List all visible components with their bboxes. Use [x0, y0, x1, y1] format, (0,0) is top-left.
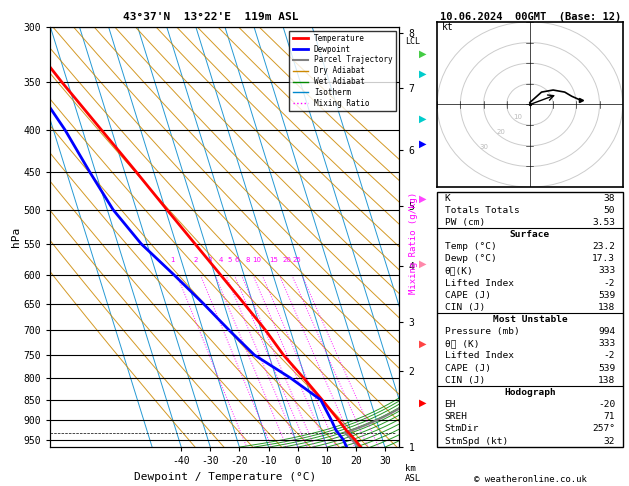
Text: ▶: ▶ — [419, 339, 426, 349]
Text: ▶: ▶ — [419, 259, 426, 269]
Text: km
ASL: km ASL — [404, 464, 421, 484]
Legend: Temperature, Dewpoint, Parcel Trajectory, Dry Adiabat, Wet Adiabat, Isotherm, Mi: Temperature, Dewpoint, Parcel Trajectory… — [289, 31, 396, 111]
Text: -2: -2 — [604, 351, 615, 361]
Text: 10: 10 — [513, 114, 522, 121]
Text: ▶: ▶ — [419, 139, 426, 149]
Text: EH: EH — [445, 400, 456, 409]
Text: CAPE (J): CAPE (J) — [445, 291, 491, 300]
Text: 994: 994 — [598, 327, 615, 336]
Text: 23.2: 23.2 — [593, 242, 615, 251]
Text: Lifted Index: Lifted Index — [445, 351, 513, 361]
Text: Most Unstable: Most Unstable — [493, 315, 567, 324]
Text: ▶: ▶ — [419, 49, 426, 58]
Text: Hodograph: Hodograph — [504, 388, 556, 397]
Text: 10.06.2024  00GMT  (Base: 12): 10.06.2024 00GMT (Base: 12) — [440, 12, 621, 22]
Text: -20: -20 — [598, 400, 615, 409]
Text: 4: 4 — [218, 257, 223, 263]
Text: StmSpd (kt): StmSpd (kt) — [445, 436, 508, 446]
Text: ▶: ▶ — [419, 69, 426, 79]
Text: 539: 539 — [598, 364, 615, 373]
Text: Totals Totals: Totals Totals — [445, 206, 520, 215]
Text: CIN (J): CIN (J) — [445, 303, 485, 312]
Text: 3.53: 3.53 — [593, 218, 615, 227]
Text: 50: 50 — [604, 206, 615, 215]
Y-axis label: hPa: hPa — [11, 227, 21, 247]
Text: 5: 5 — [227, 257, 231, 263]
Text: 539: 539 — [598, 291, 615, 300]
Text: Pressure (mb): Pressure (mb) — [445, 327, 520, 336]
Text: Mixing Ratio (g/kg): Mixing Ratio (g/kg) — [409, 192, 418, 294]
Text: 71: 71 — [604, 412, 615, 421]
Text: 17.3: 17.3 — [593, 254, 615, 263]
Text: 138: 138 — [598, 303, 615, 312]
Text: K: K — [445, 193, 450, 203]
Text: θᴅ(K): θᴅ(K) — [445, 266, 474, 276]
Text: 1: 1 — [170, 257, 174, 263]
Text: 6: 6 — [234, 257, 238, 263]
Text: Dewp (°C): Dewp (°C) — [445, 254, 496, 263]
Text: 333: 333 — [598, 266, 615, 276]
Text: 30: 30 — [480, 144, 489, 150]
Text: CIN (J): CIN (J) — [445, 376, 485, 385]
Text: ▶: ▶ — [419, 114, 426, 124]
Text: kt: kt — [442, 22, 454, 32]
Text: 20: 20 — [496, 129, 506, 135]
Text: Lifted Index: Lifted Index — [445, 278, 513, 288]
Text: Temp (°C): Temp (°C) — [445, 242, 496, 251]
Text: LCL: LCL — [404, 36, 420, 46]
Text: CAPE (J): CAPE (J) — [445, 364, 491, 373]
X-axis label: Dewpoint / Temperature (°C): Dewpoint / Temperature (°C) — [134, 472, 316, 482]
Text: θᴅ (K): θᴅ (K) — [445, 339, 479, 348]
Text: 10: 10 — [252, 257, 262, 263]
Text: ▶: ▶ — [419, 194, 426, 204]
Text: Surface: Surface — [510, 230, 550, 239]
Text: © weatheronline.co.uk: © weatheronline.co.uk — [474, 474, 587, 484]
Text: 38: 38 — [604, 193, 615, 203]
Text: StmDir: StmDir — [445, 424, 479, 434]
Text: 3: 3 — [208, 257, 213, 263]
Text: ▶: ▶ — [419, 397, 426, 407]
Text: PW (cm): PW (cm) — [445, 218, 485, 227]
Text: 32: 32 — [604, 436, 615, 446]
Text: 15: 15 — [270, 257, 279, 263]
Text: 20: 20 — [282, 257, 291, 263]
Text: 138: 138 — [598, 376, 615, 385]
Text: 43°37'N  13°22'E  119m ASL: 43°37'N 13°22'E 119m ASL — [123, 12, 299, 22]
Text: 25: 25 — [292, 257, 301, 263]
Text: 257°: 257° — [593, 424, 615, 434]
Text: SREH: SREH — [445, 412, 467, 421]
Text: 333: 333 — [598, 339, 615, 348]
Text: 8: 8 — [245, 257, 250, 263]
Text: -2: -2 — [604, 278, 615, 288]
Text: 2: 2 — [193, 257, 198, 263]
